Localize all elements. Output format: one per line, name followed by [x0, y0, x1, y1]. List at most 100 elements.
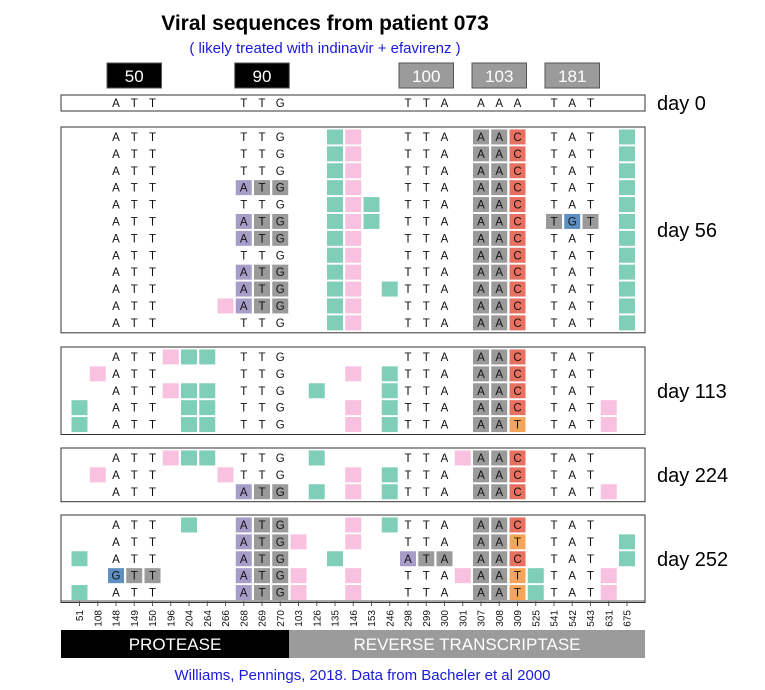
nucleotide-letter: T	[423, 98, 430, 110]
nucleotide-letter: T	[258, 420, 265, 432]
mutation-cell	[181, 383, 197, 399]
nucleotide-letter: T	[550, 132, 557, 144]
nucleotide-letter: T	[149, 420, 156, 432]
mutation-cell	[473, 484, 489, 500]
mutation-cell	[509, 484, 526, 500]
mutation-cell	[509, 146, 526, 162]
codon-label-text: 103	[485, 67, 513, 86]
nucleotide-letter: T	[258, 554, 265, 566]
nucleotide-letter: T	[404, 420, 411, 432]
codon-label-box	[106, 62, 162, 89]
nucleotide-letter: A	[495, 537, 503, 549]
mutation-cell	[491, 180, 508, 196]
nucleotide-letter: T	[423, 183, 430, 195]
nucleotide-letter: T	[404, 284, 411, 296]
nucleotide-letter: G	[276, 369, 285, 381]
nucleotide-letter: A	[568, 98, 576, 110]
nucleotide-letter: C	[513, 166, 521, 178]
codon-label-box	[471, 62, 527, 89]
nucleotide-letter: T	[514, 420, 521, 432]
nucleotide-letter: T	[587, 216, 594, 228]
nucleotide-letter: T	[240, 132, 247, 144]
mutation-cell	[619, 213, 635, 229]
mutation-cell	[509, 551, 526, 567]
mutation-cell	[491, 417, 508, 433]
nucleotide-letter: T	[587, 149, 594, 161]
nucleotide-letter: C	[513, 470, 521, 482]
mutation-cell	[509, 180, 526, 196]
nucleotide-letter: T	[587, 250, 594, 262]
mutation-cell	[509, 298, 526, 314]
nucleotide-letter: T	[149, 200, 156, 212]
nucleotide-letter: A	[441, 216, 449, 228]
mutation-cell	[363, 213, 380, 229]
nucleotide-letter: T	[404, 318, 411, 330]
nucleotide-letter: C	[513, 554, 521, 566]
nucleotide-letter: C	[513, 284, 521, 296]
nucleotide-letter: T	[258, 352, 265, 364]
mutation-cell	[345, 585, 362, 601]
nucleotide-letter: A	[112, 588, 120, 600]
nucleotide-letter: T	[587, 352, 594, 364]
position-tick-label: 150	[148, 610, 159, 627]
nucleotide-letter: T	[258, 520, 265, 532]
nucleotide-letter: T	[587, 98, 594, 110]
nucleotide-letter: T	[587, 284, 594, 296]
nucleotide-letter: A	[441, 420, 449, 432]
mutation-cell	[272, 230, 289, 246]
nucleotide-letter: A	[112, 200, 120, 212]
position-tick-label: 269	[258, 610, 269, 627]
nucleotide-letter: G	[276, 250, 285, 262]
nucleotide-letter: A	[240, 520, 248, 532]
mutation-cell	[582, 213, 599, 229]
nucleotide-letter: T	[240, 318, 247, 330]
nucleotide-letter: A	[477, 166, 485, 178]
nucleotide-letter: T	[131, 301, 138, 313]
nucleotide-letter: G	[276, 470, 285, 482]
nucleotide-letter: T	[423, 386, 430, 398]
nucleotide-letter: T	[550, 301, 557, 313]
nucleotide-letter: A	[495, 487, 503, 499]
nucleotide-letter: A	[240, 554, 248, 566]
mutation-cell	[308, 383, 325, 399]
nucleotide-letter: T	[149, 284, 156, 296]
nucleotide-letter: A	[112, 487, 120, 499]
mutation-cell	[600, 417, 617, 433]
mutation-cell	[619, 146, 635, 162]
nucleotide-letter: G	[568, 216, 577, 228]
mutation-cell	[308, 450, 325, 466]
position-tick-label: 135	[331, 610, 342, 627]
mutation-cell	[254, 585, 270, 601]
nucleotide-letter: A	[568, 554, 576, 566]
mutation-cell	[381, 281, 398, 297]
nucleotide-letter: T	[149, 352, 156, 364]
nucleotide-letter: T	[258, 267, 265, 279]
mutation-cell	[509, 568, 526, 584]
nucleotide-letter: G	[276, 318, 285, 330]
mutation-cell	[217, 298, 234, 314]
nucleotide-letter: A	[112, 554, 120, 566]
nucleotide-letter: A	[568, 301, 576, 313]
nucleotide-letter: C	[513, 352, 521, 364]
nucleotide-letter: C	[513, 487, 521, 499]
nucleotide-letter: T	[423, 520, 430, 532]
mutation-cell	[327, 146, 343, 162]
nucleotide-letter: T	[240, 386, 247, 398]
nucleotide-letter: T	[550, 403, 557, 415]
nucleotide-letter: T	[149, 537, 156, 549]
mutation-cell	[71, 417, 88, 433]
position-tick-label: 266	[221, 610, 232, 627]
mutation-cell	[619, 197, 635, 213]
mutation-cell	[491, 315, 508, 331]
nucleotide-letter: T	[131, 554, 138, 566]
position-tick-label: 541	[550, 610, 561, 627]
nucleotide-letter: A	[495, 554, 503, 566]
mutation-cell	[290, 534, 307, 550]
mutation-cell	[345, 281, 362, 297]
nucleotide-letter: T	[423, 453, 430, 465]
nucleotide-letter: C	[513, 453, 521, 465]
nucleotide-letter: T	[550, 520, 557, 532]
nucleotide-letter: T	[240, 420, 247, 432]
mutation-cell	[254, 264, 270, 280]
mutation-cell	[381, 366, 398, 382]
